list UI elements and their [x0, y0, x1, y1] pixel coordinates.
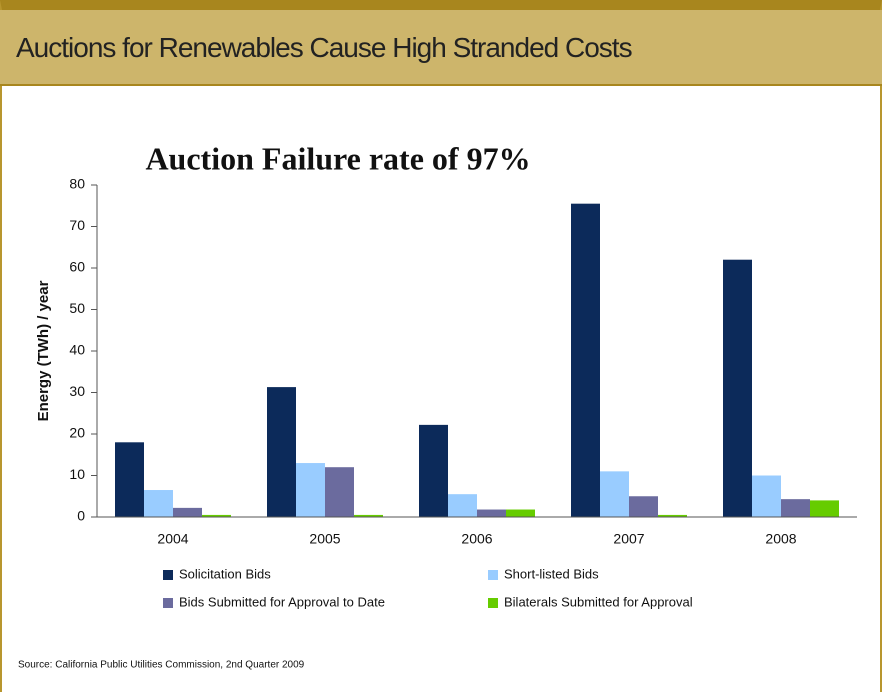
- bar: [354, 514, 383, 517]
- bar: [448, 494, 477, 517]
- legend-label: Bilaterals Submitted for Approval: [504, 594, 693, 609]
- bar: [173, 507, 202, 517]
- legend-label: Bids Submitted for Approval to Date: [179, 594, 385, 609]
- y-axis-label: Energy (TWh) / year: [35, 280, 52, 421]
- x-tick-label: 2004: [157, 531, 188, 547]
- bar: [506, 509, 535, 517]
- bar: [419, 424, 448, 517]
- bar: [296, 463, 325, 517]
- chart-title: Auction Failure rate of 97%: [145, 140, 530, 176]
- legend-label: Short-listed Bids: [504, 566, 599, 581]
- legend-swatch: [488, 598, 498, 608]
- bar: [202, 514, 231, 517]
- bar: [629, 496, 658, 517]
- bar: [600, 471, 629, 517]
- y-tick-label: 40: [69, 342, 85, 358]
- bar: [810, 500, 839, 517]
- bar: [267, 387, 296, 517]
- x-tick-label: 2006: [461, 531, 492, 547]
- bar: [477, 509, 506, 517]
- legend-label: Solicitation Bids: [179, 566, 271, 581]
- bar: [723, 259, 752, 517]
- y-tick-label: 70: [69, 217, 85, 233]
- y-tick-label: 10: [69, 466, 85, 482]
- x-tick-label: 2007: [613, 531, 644, 547]
- bar: [571, 203, 600, 518]
- x-tick-label: 2005: [309, 531, 340, 547]
- y-tick-label: 50: [69, 300, 85, 316]
- header: Auctions for Renewables Cause High Stran…: [0, 10, 882, 86]
- y-tick-label: 30: [69, 383, 85, 399]
- y-tick-label: 20: [69, 425, 85, 441]
- y-tick-label: 80: [69, 176, 85, 192]
- legend-swatch: [163, 570, 173, 580]
- legend-swatch: [163, 598, 173, 608]
- bar: [658, 514, 687, 517]
- bar: [781, 499, 810, 517]
- source: Source: California Public Utilities Comm…: [18, 660, 305, 671]
- y-tick-label: 0: [77, 508, 85, 524]
- bar: [144, 490, 173, 517]
- bar: [325, 467, 354, 517]
- bar: [752, 475, 781, 517]
- header-title: Auctions for Renewables Cause High Stran…: [16, 32, 633, 63]
- bar: [115, 442, 144, 517]
- x-tick-label: 2008: [765, 531, 796, 547]
- y-tick-label: 60: [69, 259, 85, 275]
- legend-swatch: [488, 570, 498, 580]
